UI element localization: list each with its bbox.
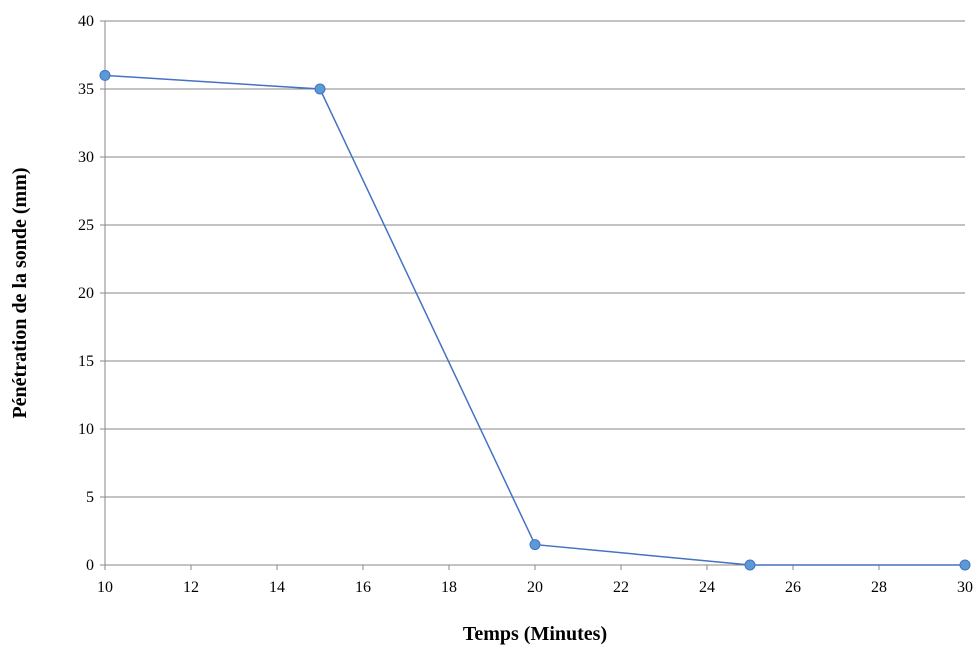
y-tick-label: 5 (86, 489, 94, 506)
y-tick-label: 20 (78, 285, 94, 302)
y-tick-label: 35 (78, 81, 94, 98)
x-tick-label: 28 (871, 579, 887, 596)
x-tick-label: 26 (785, 579, 801, 596)
data-point (959, 559, 971, 571)
y-axis-title: Pénétration de la sonde (mm) (9, 167, 31, 418)
x-tick-label: 14 (269, 579, 285, 596)
data-point (314, 83, 326, 95)
series-line (104, 74, 965, 566)
y-tick-label: 40 (78, 13, 94, 30)
y-tick-labels: 0 5 10 15 20 25 30 35 40 (78, 13, 94, 574)
x-tick-label: 24 (699, 579, 715, 596)
x-tick-label: 30 (957, 579, 973, 596)
y-tick-label: 30 (78, 149, 94, 166)
x-tick-labels: 10 12 14 16 18 20 22 24 26 28 30 (97, 579, 973, 596)
y-tick-label: 10 (78, 421, 94, 438)
gridlines (105, 20, 965, 498)
x-tick-label: 16 (355, 579, 371, 596)
axes (100, 20, 966, 570)
data-series (99, 69, 971, 571)
x-axis-title: Temps (Minutes) (463, 623, 607, 645)
data-point (99, 69, 111, 81)
data-point (529, 539, 541, 551)
x-tick-label: 10 (97, 579, 113, 596)
x-tick-label: 20 (527, 579, 543, 596)
data-point (744, 559, 756, 571)
x-tick-label: 22 (613, 579, 629, 596)
x-tick-label: 18 (441, 579, 457, 596)
x-tick-label: 12 (183, 579, 199, 596)
y-tick-label: 15 (78, 353, 94, 370)
y-tick-label: 0 (86, 557, 94, 574)
y-tick-label: 25 (78, 217, 94, 234)
